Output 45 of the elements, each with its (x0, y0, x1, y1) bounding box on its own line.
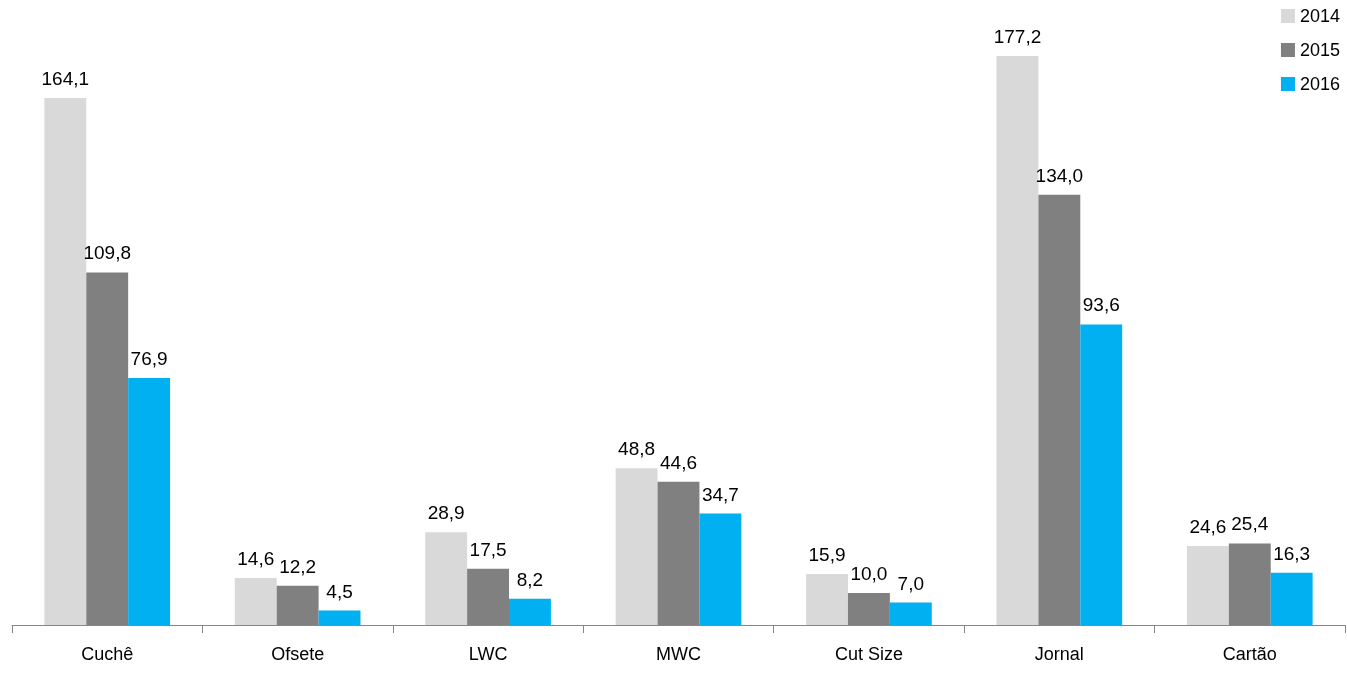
bar (318, 610, 361, 625)
data-label: 25,4 (1231, 513, 1269, 535)
bar (699, 513, 742, 625)
data-label: 7,0 (897, 572, 925, 594)
data-label: 24,6 (1189, 516, 1227, 538)
x-tick-label: Cartão (1222, 644, 1277, 664)
data-label: 44,6 (660, 451, 697, 473)
data-label: 15,9 (808, 543, 846, 565)
bar (1080, 324, 1123, 625)
bar (806, 573, 848, 625)
x-tick-label: LWC (468, 644, 508, 664)
bar (1186, 546, 1229, 625)
bar (1270, 572, 1313, 625)
data-label: 76,9 (130, 348, 168, 370)
bar (128, 378, 171, 625)
x-tick-label: Cuchê (81, 644, 134, 664)
bar (889, 602, 932, 625)
data-label: 109,8 (83, 242, 131, 264)
bar (615, 468, 658, 625)
data-label: 16,3 (1273, 542, 1311, 564)
legend-label: 2014 (1299, 6, 1340, 26)
data-label: 10,0 (850, 562, 888, 584)
legend-label: 2016 (1299, 74, 1340, 94)
data-label: 134,0 (1035, 164, 1084, 186)
x-tick-label: Cut Size (834, 644, 903, 664)
x-tick-label: Jornal (1034, 644, 1084, 664)
data-label: 28,9 (427, 502, 465, 524)
x-tick-label: Ofsete (271, 644, 325, 664)
data-label: 17,5 (469, 538, 507, 560)
data-label: 4,5 (326, 580, 353, 602)
data-label: 177,2 (993, 26, 1042, 47)
bar (234, 578, 277, 625)
x-tick-label: MWC (656, 644, 701, 664)
data-label: 93,6 (1082, 294, 1120, 316)
bar (425, 532, 468, 625)
data-label: 48,8 (618, 438, 656, 460)
data-label: 164,1 (41, 68, 90, 90)
data-label: 34,7 (701, 483, 739, 505)
bar (44, 98, 87, 625)
data-label: 12,2 (279, 555, 317, 577)
bar (996, 56, 1039, 625)
data-label: 8,2 (516, 568, 544, 590)
bar (509, 598, 551, 625)
data-label: 14,6 (237, 548, 275, 570)
legend-label: 2015 (1299, 40, 1340, 60)
